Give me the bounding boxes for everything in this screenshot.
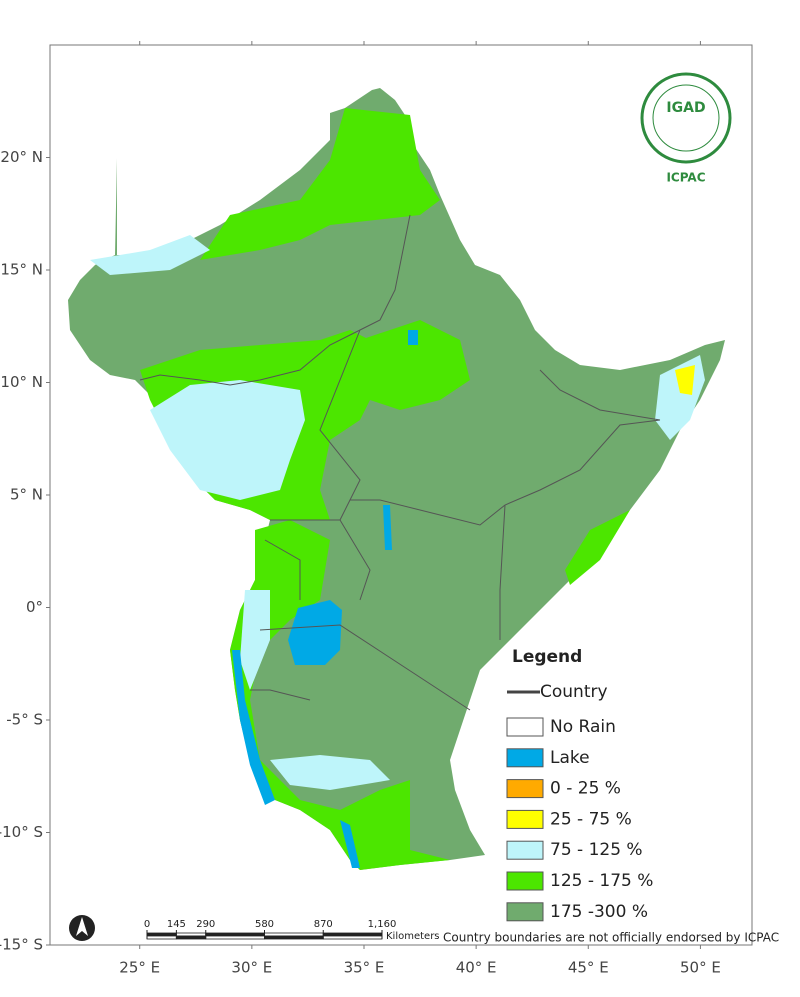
scale-bar-label: 870 bbox=[314, 919, 333, 930]
lat-tick-label: -5° S bbox=[6, 711, 43, 729]
scale-bar-segment bbox=[205, 932, 265, 937]
scale-bar-segment bbox=[264, 935, 324, 940]
lat-tick-label: 20° N bbox=[0, 148, 43, 166]
wet-area bbox=[230, 520, 450, 870]
lake bbox=[232, 650, 275, 805]
scale-bar-segment bbox=[175, 932, 207, 937]
lat-tick-label: 5° N bbox=[10, 486, 43, 504]
lake bbox=[288, 600, 342, 665]
lat-tick-label: -10° S bbox=[0, 823, 43, 841]
legend-label: Lake bbox=[550, 748, 590, 768]
legend-label: 0 - 25 % bbox=[550, 779, 621, 799]
scale-bar-label: 1,160 bbox=[368, 919, 397, 930]
lon-tick-label: 25° E bbox=[119, 959, 160, 977]
north-arrow-pointer bbox=[76, 917, 88, 936]
lat-tick-label: 0° bbox=[26, 598, 43, 616]
scale-bar-segment bbox=[146, 932, 177, 937]
legend-swatch bbox=[506, 840, 544, 860]
lon-tick-label: 35° E bbox=[344, 959, 385, 977]
legend-label: 75 - 125 % bbox=[550, 840, 643, 860]
logo: IGAD ICPAC bbox=[640, 72, 732, 185]
legend-swatch bbox=[506, 748, 544, 768]
legend-swatch bbox=[506, 871, 544, 891]
region-base bbox=[68, 88, 725, 870]
legend-label: 25 - 75 % bbox=[550, 809, 632, 829]
legend-label: 125 - 175 % bbox=[550, 871, 653, 891]
scale-bar-label: 580 bbox=[255, 919, 274, 930]
region bbox=[68, 88, 725, 870]
scale-bar-segment bbox=[175, 935, 207, 940]
lon-tick-label: 45° E bbox=[568, 959, 609, 977]
wet-area bbox=[200, 108, 440, 260]
dry-area bbox=[675, 365, 695, 395]
wet-area bbox=[565, 510, 630, 585]
lat-tick-label: 10° N bbox=[0, 373, 43, 391]
lake bbox=[408, 330, 418, 345]
scale-bar-segment bbox=[322, 935, 383, 940]
scale-bar-segment bbox=[146, 935, 177, 940]
legend-title: Legend bbox=[512, 647, 582, 667]
logo-inner-ring bbox=[652, 84, 720, 152]
normal-area bbox=[90, 235, 210, 275]
legend-label: 175 -300 % bbox=[550, 902, 648, 922]
scale-bar-segment bbox=[264, 932, 324, 937]
wet-area bbox=[360, 320, 470, 410]
lon-tick-label: 40° E bbox=[456, 959, 497, 977]
scale-bar-segment bbox=[322, 932, 383, 937]
note: Country boundaries are not officially en… bbox=[443, 931, 779, 945]
logo-name: IGAD bbox=[666, 100, 705, 116]
scale-bar-label: 145 bbox=[167, 919, 186, 930]
lat-tick-label: -15° S bbox=[0, 936, 43, 954]
lon-tick-label: 30° E bbox=[231, 959, 272, 977]
legend-swatch bbox=[506, 779, 544, 799]
legend-country: Country bbox=[540, 682, 608, 702]
no-rain-area bbox=[117, 113, 330, 255]
country-border bbox=[139, 214, 661, 711]
legend-swatch bbox=[506, 717, 544, 737]
legend-label: No Rain bbox=[550, 717, 616, 737]
normal-area bbox=[270, 755, 390, 790]
lon-tick-label: 50° E bbox=[680, 959, 721, 977]
scale-bar-segment bbox=[205, 935, 265, 940]
lake bbox=[340, 820, 360, 868]
lat-tick-label: 15° N bbox=[0, 261, 43, 279]
scale-bar-label: 0 bbox=[144, 919, 150, 930]
north-arrow bbox=[69, 915, 95, 941]
legend-swatch bbox=[506, 902, 544, 922]
normal-area bbox=[150, 380, 305, 500]
logo-ring bbox=[640, 72, 732, 164]
legend-swatch bbox=[506, 809, 544, 829]
scale-bar-unit: Kilometers bbox=[386, 931, 440, 942]
normal-area bbox=[240, 590, 270, 690]
scale-bar-label: 290 bbox=[196, 919, 215, 930]
lake bbox=[383, 505, 392, 550]
logo-caption: ICPAC bbox=[666, 171, 705, 185]
